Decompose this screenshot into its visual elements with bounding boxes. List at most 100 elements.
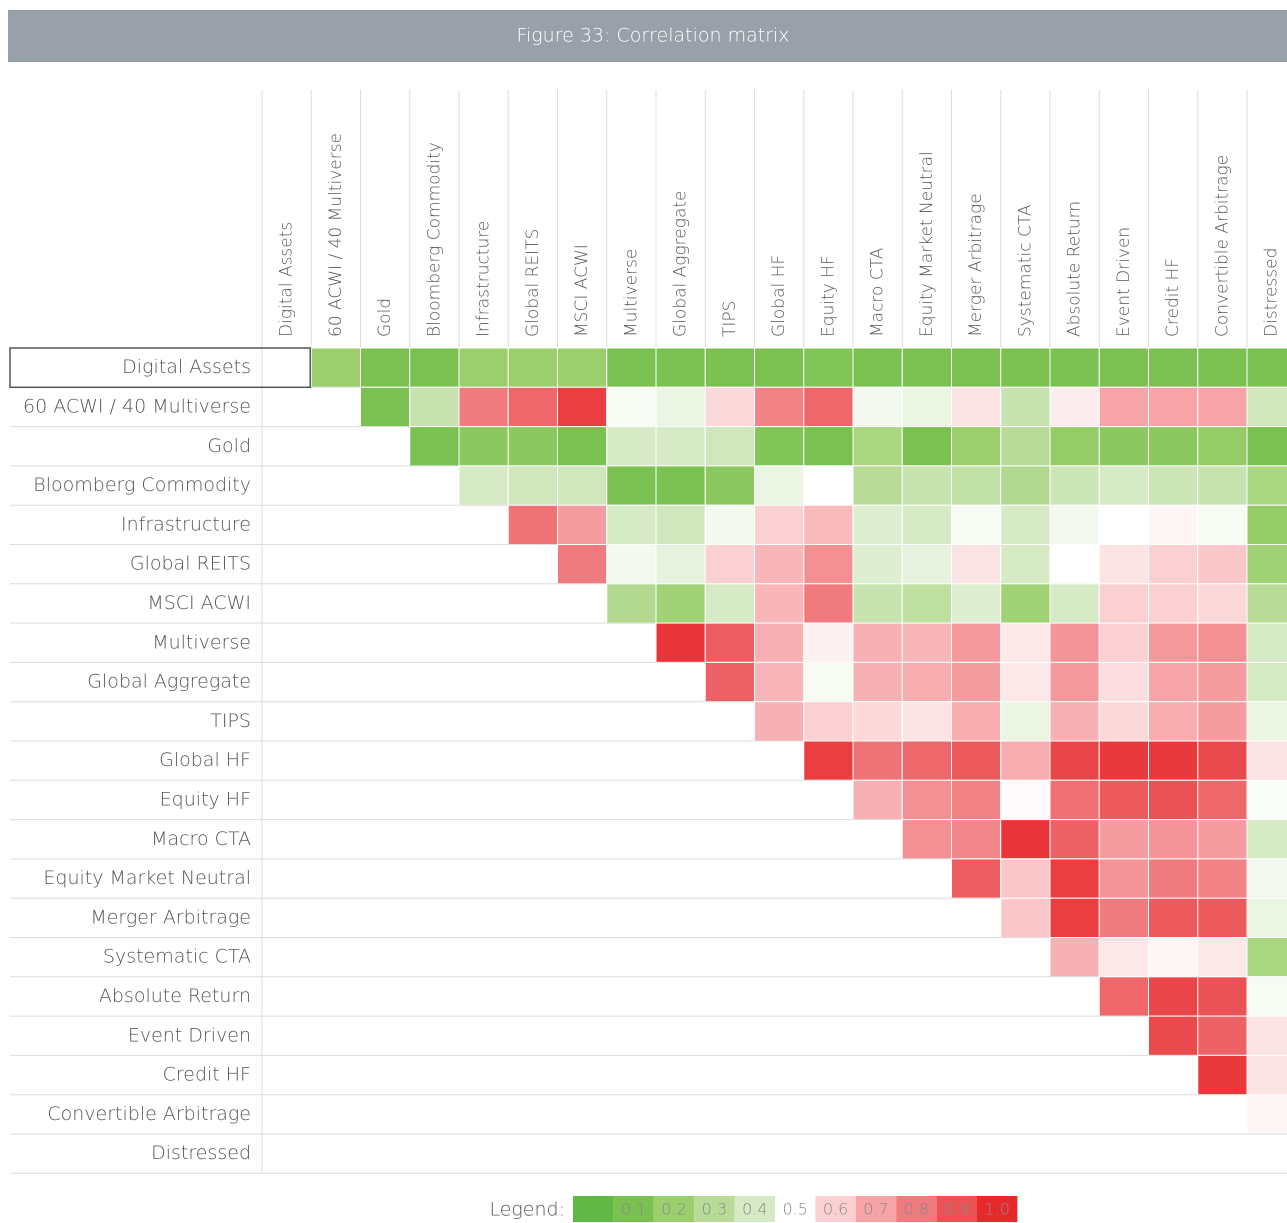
heat-cell bbox=[606, 386, 657, 428]
heat-cell bbox=[1148, 347, 1199, 388]
heat-cell bbox=[1000, 740, 1051, 781]
heat-cell bbox=[1148, 426, 1199, 467]
heat-cell bbox=[1246, 583, 1287, 624]
heat-cell bbox=[754, 583, 805, 624]
heat-cell bbox=[1246, 1094, 1287, 1135]
heat-cell bbox=[901, 347, 952, 388]
heat-cell bbox=[1049, 779, 1100, 821]
row-label: TIPS bbox=[210, 710, 251, 732]
row-label: Convertible Arbitrage bbox=[47, 1103, 251, 1125]
heat-cell bbox=[1246, 701, 1287, 742]
row-label: Event Driven bbox=[128, 1024, 251, 1046]
heat-cell bbox=[852, 347, 903, 388]
heat-cell bbox=[1000, 897, 1051, 939]
heat-cell bbox=[1148, 622, 1199, 663]
column-label: MSCI ACWI bbox=[572, 244, 592, 337]
row-label: Bloomberg Commodity bbox=[33, 474, 251, 496]
legend-title: Legend: bbox=[489, 1199, 565, 1221]
legend-swatch bbox=[734, 1196, 775, 1222]
column-label: Global HF bbox=[769, 255, 789, 337]
heat-cell bbox=[1000, 544, 1051, 585]
heat-cell bbox=[655, 583, 706, 624]
heat-cell bbox=[1148, 661, 1199, 703]
heat-cell bbox=[1098, 544, 1149, 585]
heat-cell bbox=[606, 465, 657, 506]
heat-cell bbox=[951, 544, 1002, 585]
row-label: Digital Assets bbox=[122, 356, 251, 378]
heat-cell bbox=[951, 347, 1002, 388]
legend-label: 0.4 bbox=[742, 1200, 767, 1219]
heat-cell bbox=[1197, 819, 1248, 860]
heat-cell bbox=[951, 386, 1002, 428]
heat-cell bbox=[754, 347, 805, 388]
heat-cell bbox=[409, 347, 460, 388]
heat-cell bbox=[1049, 465, 1100, 506]
heat-cell bbox=[1148, 937, 1199, 978]
heat-cell bbox=[1000, 819, 1051, 860]
heat-cell bbox=[1246, 1054, 1287, 1096]
heat-cell bbox=[1148, 819, 1199, 860]
heat-cell bbox=[1000, 858, 1051, 899]
heat-cell bbox=[901, 819, 952, 860]
heat-cell bbox=[704, 465, 755, 506]
heat-cell bbox=[1049, 583, 1100, 624]
heat-cell bbox=[606, 544, 657, 585]
heat-cell bbox=[901, 701, 952, 742]
heat-cell bbox=[507, 426, 558, 467]
heat-cell bbox=[1000, 347, 1051, 388]
column-label: Global REITS bbox=[523, 229, 543, 337]
title-bar bbox=[8, 10, 1287, 62]
row-label: Systematic CTA bbox=[103, 946, 251, 968]
heat-cell bbox=[1049, 897, 1100, 939]
column-label: Digital Assets bbox=[277, 222, 297, 337]
legend-label: - bbox=[590, 1200, 596, 1219]
heat-cell bbox=[901, 386, 952, 428]
heat-cell bbox=[507, 347, 558, 388]
heat-cell bbox=[852, 622, 903, 663]
heat-cell bbox=[1197, 858, 1248, 899]
heat-cell bbox=[1246, 779, 1287, 821]
heat-cell bbox=[1197, 1054, 1248, 1096]
heat-cell bbox=[1098, 347, 1149, 388]
legend-swatch bbox=[896, 1196, 937, 1222]
column-label: Equity HF bbox=[818, 255, 838, 337]
heat-cell bbox=[1049, 504, 1100, 546]
heat-cell bbox=[1246, 976, 1287, 1017]
heat-cell bbox=[852, 701, 903, 742]
heat-cell bbox=[1246, 897, 1287, 939]
row-label: MSCI ACWI bbox=[147, 592, 251, 614]
heat-cell bbox=[1098, 701, 1149, 742]
heat-cell bbox=[557, 544, 608, 585]
heat-cell bbox=[1197, 1015, 1248, 1056]
heat-cell bbox=[1000, 465, 1051, 506]
heat-cell bbox=[655, 504, 706, 546]
heat-cell bbox=[1098, 779, 1149, 821]
heat-cell bbox=[1197, 465, 1248, 506]
legend-swatch bbox=[815, 1196, 856, 1222]
row-label: Absolute Return bbox=[99, 985, 251, 1007]
heat-cell bbox=[951, 819, 1002, 860]
heat-cell bbox=[507, 465, 558, 506]
heat-cell bbox=[1246, 386, 1287, 428]
heat-cell bbox=[803, 622, 854, 663]
heat-cell bbox=[1098, 583, 1149, 624]
legend-label: 0.2 bbox=[661, 1200, 686, 1219]
legend-label: 1.0 bbox=[984, 1200, 1009, 1219]
heat-cell bbox=[1197, 386, 1248, 428]
heat-cell bbox=[1148, 858, 1199, 899]
heat-cell bbox=[458, 386, 509, 428]
heat-cell bbox=[1197, 544, 1248, 585]
heat-cell bbox=[1098, 465, 1149, 506]
heat-cell bbox=[803, 465, 854, 506]
column-label: Macro CTA bbox=[868, 247, 888, 337]
heat-cell bbox=[704, 661, 755, 703]
heat-cell bbox=[1049, 622, 1100, 663]
heat-cell bbox=[803, 386, 854, 428]
column-label: Bloomberg Commodity bbox=[424, 142, 444, 337]
heat-cell bbox=[310, 347, 361, 388]
heat-cell bbox=[951, 701, 1002, 742]
heat-cell bbox=[951, 661, 1002, 703]
legend-swatch bbox=[855, 1196, 897, 1222]
legend-swatch bbox=[936, 1196, 977, 1222]
